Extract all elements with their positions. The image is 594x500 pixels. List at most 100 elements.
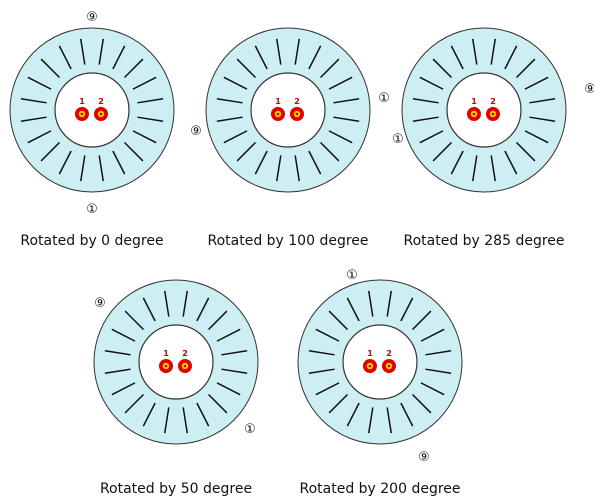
caption: Rotated by 200 degree bbox=[299, 481, 460, 497]
slot bbox=[308, 368, 335, 375]
slot bbox=[223, 130, 248, 144]
slot bbox=[221, 368, 248, 375]
slot bbox=[137, 116, 164, 123]
slot bbox=[27, 76, 52, 90]
slot bbox=[471, 155, 478, 182]
slot bbox=[112, 150, 126, 175]
slot bbox=[221, 349, 248, 356]
slot bbox=[132, 76, 157, 90]
marker: ⑨ bbox=[94, 296, 106, 311]
slot bbox=[420, 328, 445, 342]
marker: ① bbox=[392, 132, 404, 147]
slot bbox=[524, 76, 549, 90]
slot bbox=[40, 141, 61, 162]
hole-label: 1 bbox=[79, 97, 85, 106]
slot bbox=[367, 407, 374, 434]
hole-label: 2 bbox=[294, 97, 300, 106]
slot bbox=[40, 58, 61, 79]
slot bbox=[111, 328, 136, 342]
slot bbox=[411, 310, 432, 331]
marker: ① bbox=[86, 202, 98, 217]
hole-label: 1 bbox=[367, 349, 373, 358]
slot bbox=[216, 97, 243, 104]
slot bbox=[315, 382, 340, 396]
slot bbox=[163, 290, 170, 317]
slot bbox=[104, 349, 131, 356]
hole-label: 2 bbox=[490, 97, 496, 106]
slot bbox=[386, 407, 393, 434]
slot bbox=[58, 150, 72, 175]
slot bbox=[20, 116, 47, 123]
slot bbox=[196, 297, 210, 322]
inner-disc bbox=[138, 324, 214, 400]
slot bbox=[328, 130, 353, 144]
slot bbox=[419, 130, 444, 144]
slot bbox=[236, 141, 257, 162]
hole-label: 2 bbox=[182, 349, 188, 358]
hole-center bbox=[472, 112, 476, 116]
hole-center bbox=[164, 364, 168, 368]
slot bbox=[124, 393, 145, 414]
marker: ⑨ bbox=[190, 124, 202, 139]
slot bbox=[294, 155, 301, 182]
slot bbox=[163, 407, 170, 434]
slot bbox=[450, 150, 464, 175]
slot bbox=[529, 116, 556, 123]
marker: ① bbox=[244, 422, 256, 437]
slot bbox=[432, 58, 453, 79]
slot bbox=[27, 130, 52, 144]
slot bbox=[142, 297, 156, 322]
hole-center bbox=[295, 112, 299, 116]
marker: ① bbox=[378, 91, 390, 106]
slot bbox=[515, 141, 536, 162]
slot bbox=[196, 402, 210, 427]
slot bbox=[254, 150, 268, 175]
slot bbox=[124, 310, 145, 331]
slot bbox=[275, 38, 282, 65]
hole-label: 1 bbox=[275, 97, 281, 106]
slot bbox=[20, 97, 47, 104]
slot bbox=[412, 97, 439, 104]
slot bbox=[432, 141, 453, 162]
slot bbox=[504, 150, 518, 175]
hole-label: 2 bbox=[98, 97, 104, 106]
slot bbox=[308, 150, 322, 175]
slot bbox=[490, 155, 497, 182]
slot bbox=[411, 393, 432, 414]
slot bbox=[328, 393, 349, 414]
hole-label: 1 bbox=[163, 349, 169, 358]
slot bbox=[223, 76, 248, 90]
slot bbox=[315, 328, 340, 342]
slot bbox=[142, 402, 156, 427]
slot bbox=[529, 97, 556, 104]
slot bbox=[308, 349, 335, 356]
marker: ⑨ bbox=[418, 450, 430, 465]
slot bbox=[490, 38, 497, 65]
slot bbox=[308, 45, 322, 70]
slot bbox=[333, 116, 360, 123]
marker: ⑨ bbox=[584, 82, 594, 97]
hole-center bbox=[368, 364, 372, 368]
slot bbox=[275, 155, 282, 182]
slot bbox=[254, 45, 268, 70]
slot bbox=[450, 45, 464, 70]
inner-disc bbox=[446, 72, 522, 148]
hole-center bbox=[491, 112, 495, 116]
slot bbox=[294, 38, 301, 65]
slot bbox=[58, 45, 72, 70]
slot bbox=[216, 382, 241, 396]
slot bbox=[319, 141, 340, 162]
slot bbox=[79, 38, 86, 65]
inner-disc bbox=[54, 72, 130, 148]
slot bbox=[420, 382, 445, 396]
slot bbox=[123, 141, 144, 162]
slot bbox=[515, 58, 536, 79]
slot bbox=[425, 349, 452, 356]
hole-center bbox=[99, 112, 103, 116]
slot bbox=[216, 328, 241, 342]
inner-disc bbox=[250, 72, 326, 148]
slot bbox=[328, 310, 349, 331]
slot bbox=[98, 155, 105, 182]
slot bbox=[182, 290, 189, 317]
